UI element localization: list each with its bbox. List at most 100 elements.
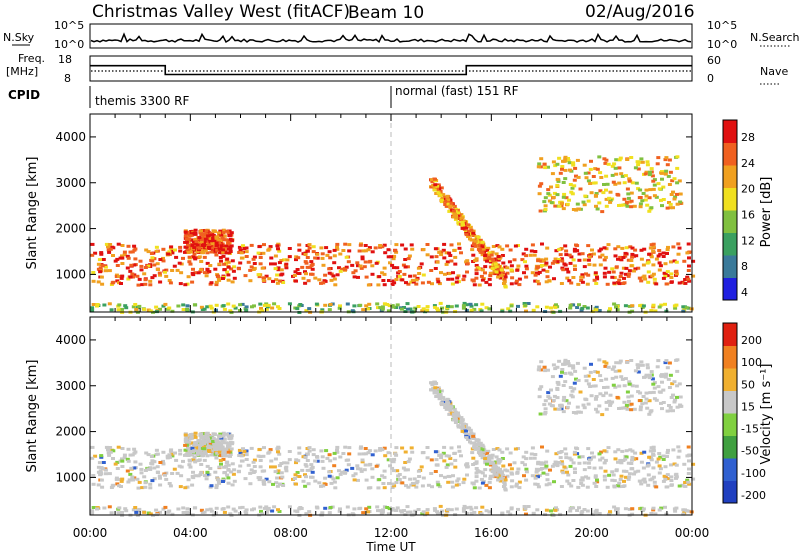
scatter-cell bbox=[122, 456, 127, 460]
scatter-cell bbox=[264, 307, 269, 311]
scatter-cell bbox=[549, 509, 553, 513]
scatter-cell bbox=[137, 480, 142, 484]
scatter-cell bbox=[600, 413, 605, 417]
scatter-cell bbox=[264, 477, 269, 481]
scatter-cell bbox=[594, 511, 599, 515]
scatter-cell bbox=[238, 464, 243, 468]
scatter-cell bbox=[325, 456, 330, 460]
scatter-cell bbox=[457, 449, 462, 453]
scatter-cell bbox=[530, 446, 535, 450]
scatter-cell bbox=[483, 459, 488, 463]
scatter-cell bbox=[502, 485, 506, 488]
scatter-cell bbox=[306, 279, 311, 283]
scatter-cell bbox=[473, 462, 478, 466]
scatter-cell bbox=[499, 471, 504, 475]
scatter-cell bbox=[413, 306, 418, 310]
scatter-cell bbox=[382, 469, 387, 473]
scatter-cell bbox=[524, 470, 529, 474]
scatter-cell bbox=[602, 271, 607, 275]
scatter-cell bbox=[425, 446, 430, 449]
scatter-cell bbox=[469, 228, 474, 232]
scatter-cell bbox=[572, 178, 577, 182]
scatter-cell bbox=[513, 447, 518, 451]
scatter-cell bbox=[625, 390, 630, 394]
scatter-cell bbox=[193, 271, 198, 275]
scatter-cell bbox=[158, 510, 162, 514]
scatter-cell bbox=[572, 467, 577, 471]
scatter-cell bbox=[328, 256, 333, 260]
scatter-cell bbox=[603, 458, 608, 462]
scatter-cell bbox=[633, 369, 638, 373]
scatter-cell bbox=[666, 245, 670, 249]
scatter-cell bbox=[135, 477, 140, 481]
scatter-cell bbox=[100, 264, 105, 268]
scatter-cell bbox=[524, 254, 529, 258]
scatter-cell bbox=[287, 458, 292, 462]
scatter-cell bbox=[252, 262, 257, 265]
scatter-cell bbox=[386, 309, 391, 313]
scatter-cell bbox=[243, 477, 248, 481]
scatter-cell bbox=[390, 263, 395, 267]
scatter-cell bbox=[588, 370, 593, 374]
scatter-cell bbox=[389, 458, 394, 462]
scatter-cell bbox=[222, 465, 227, 469]
scatter-cell bbox=[250, 508, 254, 512]
scatter-cell bbox=[509, 264, 514, 268]
scatter-cell bbox=[173, 451, 177, 455]
scatter-cell bbox=[209, 436, 214, 440]
scatter-cell bbox=[388, 261, 392, 265]
scatter-cell bbox=[356, 264, 360, 268]
scatter-cell bbox=[567, 161, 572, 165]
scatter-cell bbox=[98, 469, 103, 473]
scatter-cell bbox=[206, 234, 211, 238]
scatter-cell bbox=[356, 467, 360, 471]
scatter-cell bbox=[549, 306, 553, 310]
scatter-cell bbox=[535, 482, 540, 486]
scatter-cell bbox=[493, 465, 498, 469]
scatter-cell bbox=[672, 400, 677, 404]
scatter-cell bbox=[565, 405, 570, 409]
scatter-cell bbox=[569, 281, 574, 285]
scatter-cell bbox=[661, 185, 666, 189]
velocity-colorbar-label: Velocity [m s⁻¹] bbox=[759, 364, 774, 465]
scatter-cell bbox=[204, 229, 209, 233]
scatter-cell bbox=[538, 368, 543, 372]
scatter-cell bbox=[568, 261, 573, 265]
scatter-cell bbox=[193, 228, 198, 232]
scatter-cell bbox=[487, 277, 492, 281]
scatter-cell bbox=[572, 381, 577, 385]
scatter-cell bbox=[208, 231, 213, 235]
scatter-cell bbox=[568, 506, 573, 510]
scatter-cell bbox=[208, 507, 213, 511]
scatter-cell bbox=[461, 278, 466, 282]
scatter-cell bbox=[172, 264, 177, 268]
scatter-cell bbox=[199, 443, 204, 447]
scatter-cell bbox=[663, 172, 668, 176]
scatter-cell bbox=[638, 188, 643, 192]
scatter-cell bbox=[207, 243, 212, 247]
scatter-cell bbox=[523, 506, 528, 510]
scatter-cell bbox=[199, 436, 204, 440]
scatter-cell bbox=[110, 281, 115, 285]
scatter-cell bbox=[641, 263, 646, 267]
scatter-cell bbox=[446, 277, 451, 281]
scatter-cell bbox=[142, 475, 147, 479]
scatter-cell bbox=[566, 362, 571, 366]
scatter-cell bbox=[673, 509, 678, 513]
scatter-cell bbox=[217, 278, 222, 282]
scatter-cell bbox=[186, 454, 191, 457]
scatter-cell bbox=[664, 512, 669, 516]
scatter-cell bbox=[256, 454, 261, 458]
x-tick-label: 00:00 bbox=[73, 526, 108, 540]
scatter-cell bbox=[190, 483, 195, 487]
scatter-cell bbox=[374, 261, 379, 265]
scatter-cell bbox=[436, 394, 441, 398]
scatter-cell bbox=[594, 395, 599, 398]
scatter-cell bbox=[445, 463, 450, 467]
scatter-cell bbox=[580, 280, 585, 284]
scatter-cell bbox=[673, 306, 678, 310]
scatter-cell bbox=[657, 464, 662, 468]
scatter-cell bbox=[313, 459, 318, 463]
scatter-cell bbox=[309, 260, 314, 264]
